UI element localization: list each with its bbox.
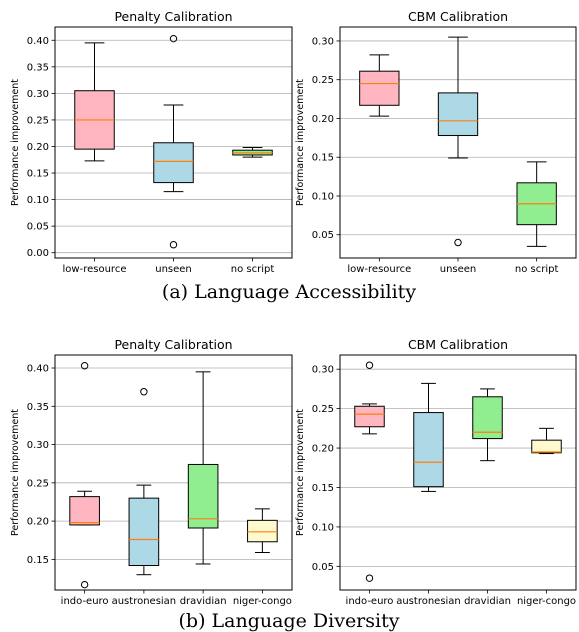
box-austronesian	[413, 382, 444, 492]
caption-a: (a) Language Accessibility	[162, 281, 416, 303]
y-tick-label: 0.20	[312, 444, 334, 455]
box-low-resource	[74, 42, 115, 162]
outlier-point	[80, 580, 89, 589]
y-tick-label: 0.15	[27, 555, 49, 566]
chart-panel-3: 0.15 0.20 0.25 0.30 0.35 0.40 indo-euro austron…	[10, 337, 293, 607]
y-tick-label: 0.00	[27, 248, 49, 259]
plot-frame	[54, 26, 293, 259]
y-tick-label: 0.05	[312, 562, 334, 573]
box-body	[359, 70, 400, 106]
caption-b: (b) Language Diversity	[179, 610, 400, 632]
y-tick-label: 0.05	[312, 230, 334, 241]
x-tick-label: niger-congo	[517, 596, 576, 607]
box-body	[187, 463, 219, 529]
chart-title: CBM Calibration	[408, 9, 508, 24]
y-tick-label: 0.25	[312, 75, 334, 86]
plot-frame	[54, 354, 293, 591]
y-tick-label: 0.40	[27, 364, 49, 375]
chart-title: Penalty Calibration	[114, 337, 232, 352]
box-niger-congo	[247, 508, 278, 553]
y-tick-label: 0.20	[27, 517, 49, 528]
box-dravidian	[187, 371, 219, 565]
chart-panel-4: 0.05 0.10 0.15 0.20 0.25 0.30 indo-euro austron…	[295, 337, 577, 607]
y-tick-label: 0.20	[312, 114, 334, 125]
box-dravidian	[472, 388, 503, 462]
outlier-point	[140, 388, 148, 396]
y-tick-label: 0.25	[27, 115, 49, 126]
y-tick-label: 0.05	[27, 222, 49, 233]
plot-frame	[339, 26, 577, 259]
chart-panel-1: 0.00 0.05 0.10 0.15 0.20 0.25 0.30 0.35 0.40 low-…	[10, 9, 293, 275]
outlier-point	[80, 362, 89, 370]
plot-frame	[339, 354, 577, 591]
chart-title: CBM Calibration	[408, 337, 508, 352]
chart-panel-2: 0.05 0.10 0.15 0.20 0.25 0.30 low-resource unse…	[295, 9, 577, 275]
x-tick-label: austronesian	[112, 596, 177, 607]
x-tick-label: indo-euro	[61, 596, 109, 607]
y-tick-label: 0.35	[27, 402, 49, 413]
y-tick-label: 0.30	[27, 89, 49, 100]
box-body	[247, 519, 278, 543]
outlier-point	[169, 241, 178, 249]
box-body	[69, 496, 100, 526]
y-tick-label: 0.10	[312, 522, 334, 533]
box-no script	[516, 161, 557, 247]
y-tick-label: 0.30	[27, 440, 49, 451]
y-axis-label: Performance improvement	[295, 79, 306, 206]
y-tick-label: 0.25	[27, 478, 49, 489]
box-indo-euro	[354, 361, 385, 582]
box-body	[153, 142, 194, 184]
x-tick-label: unseen	[440, 264, 477, 275]
x-tick-label: no script	[231, 264, 275, 275]
y-tick-label: 0.15	[312, 153, 334, 164]
y-tick-label: 0.10	[312, 191, 334, 202]
y-tick-label: 0.30	[312, 36, 334, 47]
y-tick-label: 0.20	[27, 142, 49, 153]
y-axis-label: Performance improvement	[10, 79, 21, 206]
box-body	[437, 92, 479, 137]
x-tick-label: low-resource	[63, 264, 127, 275]
box-body	[128, 497, 160, 567]
y-tick-label: 0.25	[312, 404, 334, 415]
box-indo-euro	[69, 362, 100, 589]
y-tick-label: 0.10	[27, 195, 49, 206]
x-tick-label: low-resource	[347, 264, 411, 275]
box-body	[531, 439, 562, 454]
x-tick-label: indo-euro	[346, 596, 394, 607]
outlier-point	[365, 361, 374, 369]
x-tick-label: dravidian	[464, 596, 511, 607]
y-tick-label: 0.35	[27, 62, 49, 73]
box-unseen	[437, 36, 479, 247]
y-axis-label: Performance improvement	[295, 409, 306, 536]
outlier-point	[365, 574, 374, 582]
box-no script	[232, 147, 273, 158]
y-tick-label: 0.30	[312, 365, 334, 376]
y-tick-label: 0.40	[27, 36, 49, 47]
x-tick-label: unseen	[155, 264, 192, 275]
box-austronesian	[128, 388, 160, 576]
outlier-point	[169, 34, 178, 43]
y-tick-label: 0.15	[27, 169, 49, 180]
x-tick-label: dravidian	[180, 596, 227, 607]
box-low-resource	[359, 54, 400, 117]
outlier-point	[454, 238, 462, 247]
chart-title: Penalty Calibration	[114, 9, 232, 24]
box-body	[413, 412, 444, 488]
x-tick-label: niger-congo	[233, 596, 292, 607]
x-tick-label: no script	[515, 264, 559, 275]
box-unseen	[153, 34, 194, 249]
x-tick-label: austronesian	[396, 596, 461, 607]
box-body	[354, 405, 385, 428]
y-tick-label: 0.15	[312, 483, 334, 494]
box-body	[472, 396, 503, 440]
box-niger-congo	[531, 427, 562, 455]
y-axis-label: Performance improvement	[10, 409, 21, 536]
